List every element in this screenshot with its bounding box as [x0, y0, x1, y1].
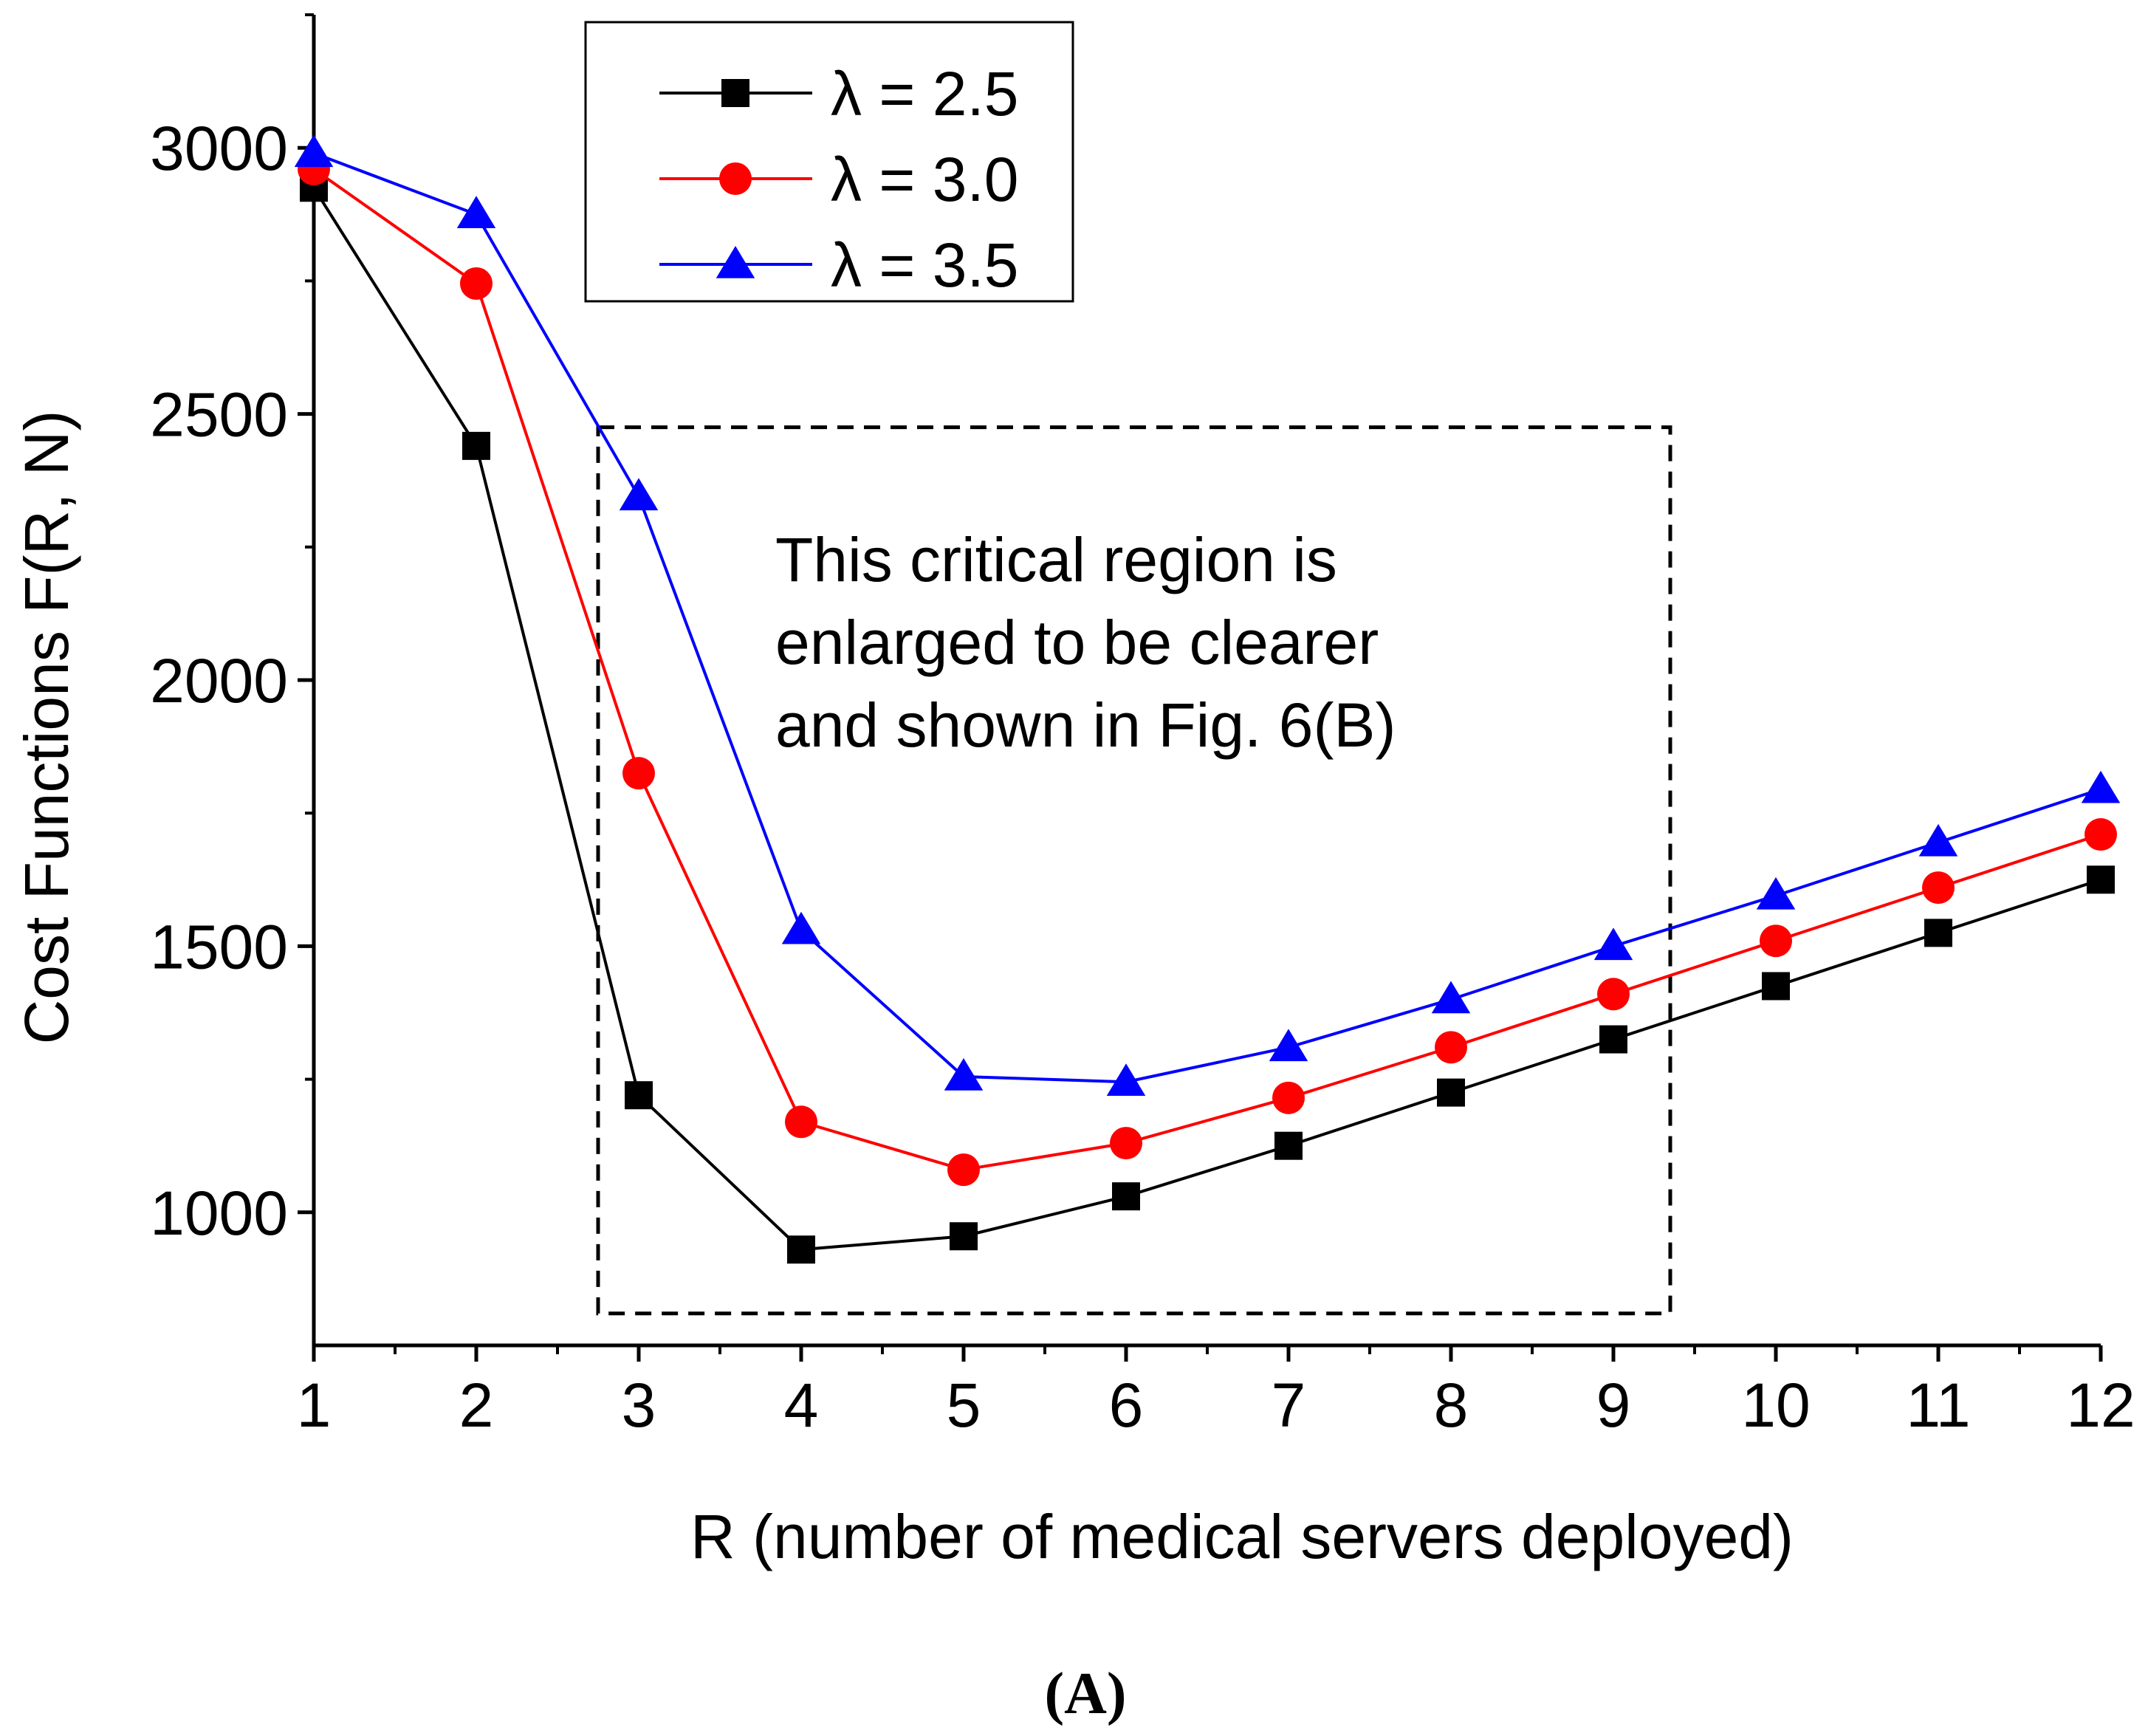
circle-marker — [460, 267, 493, 301]
square-marker — [1924, 919, 1952, 947]
y-tick-label: 1000 — [150, 1179, 288, 1248]
legend-entry-2: λ = 3.0 — [659, 145, 1019, 214]
x-tick-label: 4 — [784, 1370, 819, 1440]
legend-entry-3: λ = 3.5 — [659, 230, 1019, 300]
triangle-marker — [2081, 770, 2121, 803]
triangle-marker — [1918, 823, 1958, 857]
circle-marker — [2084, 818, 2117, 851]
x-tick-label: 11 — [1906, 1370, 1970, 1440]
y-tick-label: 1500 — [150, 912, 288, 981]
x-tick-label: 3 — [622, 1370, 656, 1440]
critical-region-annotation: This critical region is enlarged to be c… — [775, 525, 1396, 760]
legend: λ = 2.5 λ = 3.0 λ = 3.5 — [584, 21, 1074, 303]
series-1 — [300, 174, 2115, 1264]
x-tick-label: 12 — [2066, 1370, 2135, 1440]
x-tick-label: 9 — [1596, 1370, 1631, 1440]
annotation-line-1: This critical region is — [775, 525, 1337, 594]
x-tick-label: 5 — [947, 1370, 981, 1440]
legend-box — [584, 21, 1074, 303]
y-tick-label: 3000 — [150, 114, 288, 183]
legend-label: λ = 3.0 — [831, 145, 1019, 214]
triangle-marker — [456, 196, 496, 229]
triangle-marker — [1106, 1063, 1146, 1096]
x-tick-label: 10 — [1741, 1370, 1810, 1440]
circle-marker — [1922, 871, 1955, 905]
legend-label: λ = 2.5 — [831, 59, 1019, 128]
square-marker — [1599, 1025, 1627, 1054]
series-lines — [294, 134, 2121, 1264]
triangle-marker — [781, 911, 821, 944]
square-marker — [2087, 865, 2115, 894]
circle-marker — [1760, 924, 1792, 958]
circle-marker — [1110, 1127, 1142, 1160]
triangle-marker — [1756, 876, 1796, 910]
series-line — [313, 151, 2101, 1084]
circle-marker — [947, 1153, 980, 1187]
square-marker — [950, 1222, 978, 1251]
circle-marker — [1435, 1031, 1467, 1064]
square-marker — [721, 79, 749, 107]
square-marker — [625, 1081, 653, 1110]
series-line — [312, 168, 2101, 1172]
triangle-marker — [294, 134, 334, 168]
square-marker — [1274, 1131, 1303, 1160]
y-tick-label: 2500 — [150, 380, 288, 450]
circle-marker — [785, 1105, 817, 1139]
square-marker — [1112, 1182, 1140, 1211]
circle-marker — [622, 757, 655, 790]
x-tick-label: 2 — [459, 1370, 494, 1440]
annotation-line-2: enlarged to be clearer — [775, 608, 1379, 677]
x-tick-label: 1 — [297, 1370, 332, 1440]
annotation-line-3: and shown in Fig. 6(B) — [775, 690, 1396, 760]
legend-label: λ = 3.5 — [831, 230, 1019, 300]
x-tick-label: 8 — [1434, 1370, 1469, 1440]
x-tick-label: 6 — [1109, 1370, 1144, 1440]
circle-marker — [1272, 1081, 1305, 1114]
triangle-marker — [944, 1057, 984, 1091]
panel-label: (A) — [1044, 1661, 1126, 1726]
triangle-marker — [1269, 1029, 1308, 1062]
axes — [312, 15, 2101, 1348]
triangle-marker — [619, 478, 659, 511]
square-marker — [1437, 1078, 1465, 1107]
triangle-marker — [1431, 981, 1471, 1014]
critical-region-box — [596, 425, 1672, 1316]
triangle-marker — [1593, 927, 1633, 961]
triangle-marker — [716, 246, 755, 278]
x-tick-label: 7 — [1272, 1370, 1306, 1440]
critical-region-rect — [596, 425, 1672, 1316]
y-tick-label: 2000 — [150, 646, 288, 716]
legend-entry-1: λ = 2.5 — [659, 59, 1019, 128]
circle-marker — [1597, 978, 1630, 1011]
x-axis-title: R (number of medical servers deployed) — [690, 1502, 1794, 1571]
series-line — [312, 187, 2101, 1252]
y-axis-title: Cost Functions F(R, N) — [12, 411, 81, 1045]
square-marker — [1762, 972, 1790, 1001]
square-marker — [462, 431, 490, 460]
square-marker — [787, 1235, 815, 1264]
series-2 — [298, 153, 2117, 1187]
circle-marker — [719, 162, 752, 195]
series-3 — [294, 134, 2121, 1096]
